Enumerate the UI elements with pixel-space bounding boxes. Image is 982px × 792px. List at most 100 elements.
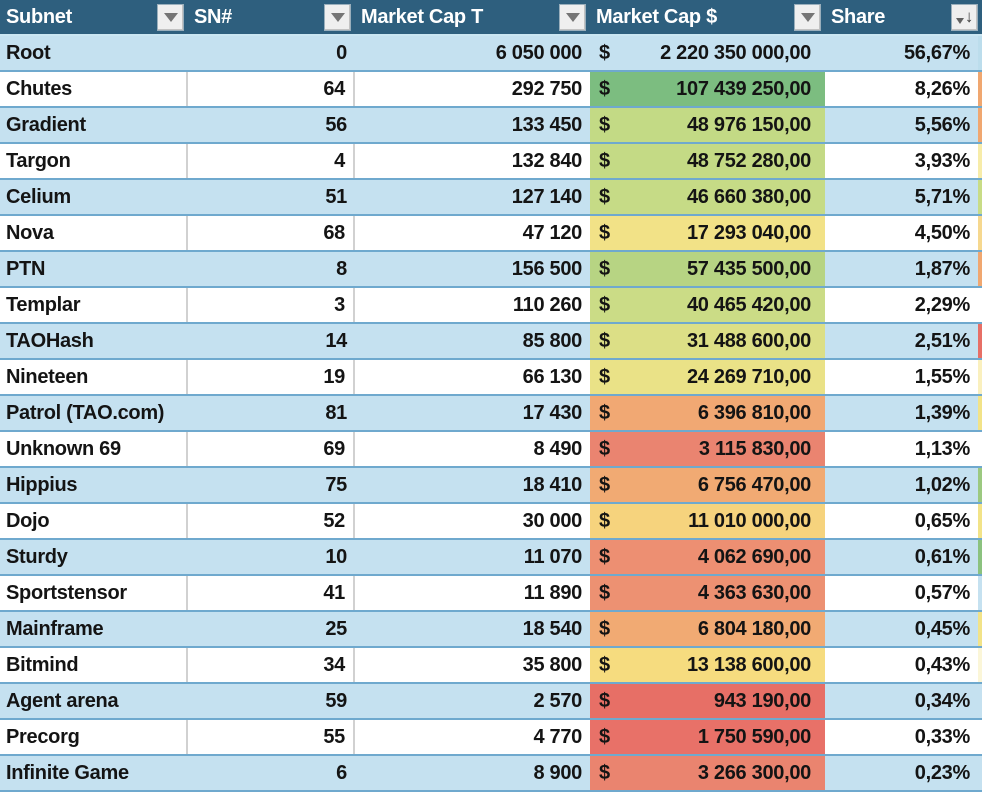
market-cap-usd-cell[interactable]: $ 13 138 600,00 [590, 648, 825, 682]
subnet-cell[interactable]: Chutes [0, 72, 188, 106]
subnet-cell[interactable]: Sportstensor [0, 576, 188, 610]
sn-cell[interactable]: 81 [325, 401, 347, 424]
sn-cell[interactable]: 51 [325, 185, 347, 208]
sn-cell[interactable]: 4 [188, 144, 355, 178]
subnet-cell[interactable]: Dojo [0, 504, 188, 538]
share-cell[interactable]: 1,39% [914, 401, 971, 424]
sn-cell[interactable]: 68 [188, 216, 355, 250]
subnet-cell[interactable]: Hippius [6, 473, 78, 496]
sn-cell[interactable]: 0 [336, 41, 347, 64]
sn-cell[interactable]: 34 [188, 648, 355, 682]
market-cap-t-cell[interactable]: 18 410 [522, 473, 583, 496]
market-cap-usd-cell[interactable]: $ 2 220 350 000,00 [590, 36, 825, 70]
sn-cell[interactable]: 59 [325, 689, 347, 712]
subnet-cell[interactable]: Templar [0, 288, 188, 322]
subnet-filter-button[interactable] [157, 3, 184, 31]
market-cap-t-cell[interactable]: 47 120 [522, 221, 583, 244]
market-cap-usd-cell[interactable]: $ 6 804 180,00 [590, 612, 825, 646]
header-cell-sn[interactable]: SN# [188, 0, 355, 34]
market-cap-usd-cell[interactable]: $ 57 435 500,00 [590, 252, 825, 286]
share-cell[interactable]: 1,13% [914, 437, 971, 460]
subnet-cell[interactable]: Bitmind [0, 648, 188, 682]
share-cell[interactable]: 2,51% [914, 329, 971, 352]
market-cap-t-cell[interactable]: 17 430 [522, 401, 583, 424]
market-cap-usd-cell[interactable]: $ 48 752 280,00 [590, 144, 825, 178]
sn-cell[interactable]: 64 [188, 72, 355, 106]
share-cell[interactable]: 0,23% [914, 761, 971, 784]
market-cap-t-cell[interactable]: 127 140 [511, 185, 583, 208]
sn-cell[interactable]: 56 [325, 113, 347, 136]
market-cap-t-cell[interactable]: 35 800 [522, 653, 583, 676]
sn-cell[interactable]: 10 [325, 545, 347, 568]
subnet-cell[interactable]: Patrol (TAO.com) [6, 401, 165, 424]
share-cell[interactable]: 1,02% [914, 473, 971, 496]
market-cap-usd-cell[interactable]: $ 31 488 600,00 [590, 324, 825, 358]
share-cell[interactable]: 0,33% [914, 725, 971, 748]
market-cap-t-cell[interactable]: 292 750 [511, 77, 583, 100]
share-cell[interactable]: 0,43% [914, 653, 971, 676]
market-cap-usd-cell[interactable]: $ 17 293 040,00 [590, 216, 825, 250]
subnet-cell[interactable]: Sturdy [6, 545, 68, 568]
market-cap-usd-cell[interactable]: $ 4 363 630,00 [590, 576, 825, 610]
subnet-cell[interactable]: Targon [0, 144, 188, 178]
sn-cell[interactable]: 3 [188, 288, 355, 322]
header-cell-market-cap-t[interactable]: Market Cap T [355, 0, 590, 34]
market-cap-t-cell[interactable]: 132 840 [511, 149, 583, 172]
header-cell-share[interactable]: Share ↓ [825, 0, 982, 34]
market-cap-t-cell[interactable]: 85 800 [522, 329, 583, 352]
market-cap-usd-cell[interactable]: $ 3 115 830,00 [590, 432, 825, 466]
subnet-cell[interactable]: Root [6, 41, 51, 64]
market-cap-t-cell[interactable]: 6 050 000 [495, 41, 583, 64]
sn-cell[interactable]: 52 [188, 504, 355, 538]
market-cap-t-cell[interactable]: 4 770 [533, 725, 582, 748]
share-cell[interactable]: 0,45% [914, 617, 971, 640]
market-cap-usd-cell[interactable]: $ 3 266 300,00 [590, 756, 825, 790]
share-cell[interactable]: 1,87% [914, 257, 971, 280]
share-sort-filter-button[interactable]: ↓ [951, 3, 978, 31]
subnet-cell[interactable]: Gradient [6, 113, 86, 136]
sn-cell[interactable]: 19 [188, 360, 355, 394]
share-cell[interactable]: 0,61% [914, 545, 971, 568]
market-cap-t-cell[interactable]: 156 500 [511, 257, 583, 280]
market-cap-t-cell[interactable]: 30 000 [522, 509, 583, 532]
subnet-cell[interactable]: TAOHash [6, 329, 94, 352]
sn-cell[interactable]: 6 [336, 761, 347, 784]
market-cap-usd-cell[interactable]: $ 1 750 590,00 [590, 720, 825, 754]
market-cap-usd-cell[interactable]: $ 943 190,00 [590, 684, 825, 718]
sn-cell[interactable]: 69 [188, 432, 355, 466]
share-cell[interactable]: 3,93% [914, 149, 971, 172]
share-cell[interactable]: 4,50% [914, 221, 971, 244]
subnet-cell[interactable]: Precorg [0, 720, 188, 754]
share-cell[interactable]: 2,29% [914, 293, 971, 316]
sn-filter-button[interactable] [324, 3, 351, 31]
subnet-cell[interactable]: Unknown 69 [0, 432, 188, 466]
market-cap-t-cell[interactable]: 133 450 [511, 113, 583, 136]
subnet-cell[interactable]: Nineteen [0, 360, 188, 394]
sn-cell[interactable]: 14 [325, 329, 347, 352]
share-cell[interactable]: 56,67% [903, 41, 970, 64]
market-cap-usd-cell[interactable]: $ 11 010 000,00 [590, 504, 825, 538]
market-cap-usd-cell[interactable]: $ 46 660 380,00 [590, 180, 825, 214]
subnet-cell[interactable]: PTN [6, 257, 46, 280]
subnet-cell[interactable]: Mainframe [6, 617, 104, 640]
subnet-cell[interactable]: Celium [6, 185, 71, 208]
header-cell-market-cap-usd[interactable]: Market Cap $ [590, 0, 825, 34]
share-cell[interactable]: 0,65% [914, 509, 971, 532]
sn-cell[interactable]: 55 [188, 720, 355, 754]
header-cell-subnet[interactable]: Subnet [0, 0, 188, 34]
market-cap-usd-cell[interactable]: $ 4 062 690,00 [590, 540, 825, 574]
share-cell[interactable]: 8,26% [914, 77, 971, 100]
market-cap-t-cell[interactable]: 2 570 [533, 689, 582, 712]
share-cell[interactable]: 0,34% [914, 689, 971, 712]
market-cap-usd-cell[interactable]: $ 107 439 250,00 [590, 72, 825, 106]
market-cap-usd-cell[interactable]: $ 6 396 810,00 [590, 396, 825, 430]
market-cap-t-cell[interactable]: 110 260 [512, 293, 582, 316]
market-cap-usd-cell[interactable]: $ 40 465 420,00 [590, 288, 825, 322]
sn-cell[interactable]: 25 [325, 617, 347, 640]
subnet-cell[interactable]: Infinite Game [6, 761, 129, 784]
subnet-cell[interactable]: Agent arena [6, 689, 119, 712]
share-cell[interactable]: 5,71% [914, 185, 971, 208]
market-cap-usd-cell[interactable]: $ 24 269 710,00 [590, 360, 825, 394]
sn-cell[interactable]: 8 [336, 257, 347, 280]
market-cap-usd-cell[interactable]: $ 6 756 470,00 [590, 468, 825, 502]
